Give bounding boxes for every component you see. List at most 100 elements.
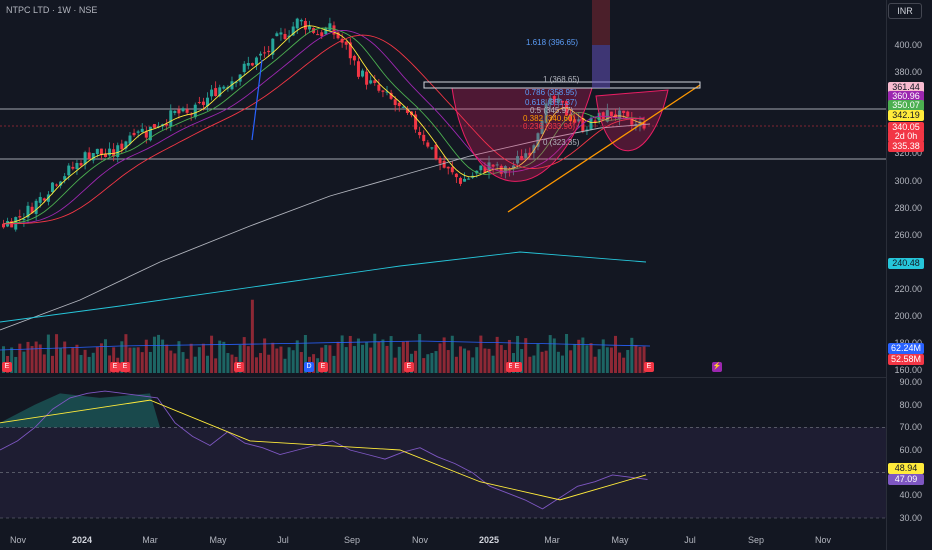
candle-body xyxy=(397,102,401,107)
volume-bar xyxy=(67,354,71,373)
candle-body xyxy=(271,38,275,55)
ma-yellow-line xyxy=(3,25,645,225)
volume-bar xyxy=(169,350,173,373)
price-tag: 350.07 xyxy=(888,100,924,111)
candle-body xyxy=(104,153,107,157)
candle-body xyxy=(291,26,295,36)
volume-bar xyxy=(210,335,214,373)
candle-body xyxy=(593,120,597,123)
volume-bar xyxy=(291,350,295,373)
volume-bar xyxy=(638,346,642,373)
volume-bar xyxy=(63,341,67,373)
volume-bar xyxy=(446,350,450,373)
candle-body xyxy=(2,223,5,228)
volume-bar xyxy=(75,344,79,373)
volume-bar xyxy=(42,354,46,373)
candle-body xyxy=(10,221,14,228)
volume-bar xyxy=(14,356,18,373)
rsi-axis-label: 60.00 xyxy=(899,445,922,455)
volume-bar xyxy=(614,335,617,373)
candle-body xyxy=(332,25,336,35)
candle-body xyxy=(605,110,609,122)
volume-bar xyxy=(148,351,152,373)
volume-bar xyxy=(230,354,234,373)
fib-label: 0.786 (358.95) xyxy=(525,88,578,97)
volume-bar xyxy=(128,347,132,373)
volume-bar xyxy=(26,341,30,373)
volume-bar xyxy=(605,347,609,373)
volume-bar xyxy=(458,346,462,373)
volume-bar xyxy=(585,345,589,373)
candle-body xyxy=(434,144,438,160)
volume-bar xyxy=(422,358,426,373)
volume-bar xyxy=(377,342,381,373)
candle-body xyxy=(181,108,185,112)
candle-body xyxy=(50,182,54,193)
time-axis-label: 2025 xyxy=(478,535,500,545)
candle-body xyxy=(442,160,446,168)
volume-bar xyxy=(104,339,107,373)
fib-label: 1.618 (396.65) xyxy=(526,38,579,47)
volume-bar xyxy=(565,333,569,373)
volume-bar xyxy=(303,334,307,373)
rsi-axis-label: 30.00 xyxy=(899,513,922,523)
price-axis-label: 280.00 xyxy=(894,202,922,213)
candle-body xyxy=(59,181,63,186)
volume-bar xyxy=(112,347,116,373)
candle-body xyxy=(320,32,324,37)
candle-body xyxy=(87,152,91,160)
volume-bar xyxy=(385,345,389,373)
candle-body xyxy=(95,148,99,154)
candle-body xyxy=(385,91,389,93)
candle-body xyxy=(303,20,307,30)
volume-bar xyxy=(569,350,573,373)
volume-bar xyxy=(185,358,189,373)
fib-label: 1 (368.65) xyxy=(543,75,580,84)
candle-body xyxy=(136,131,140,133)
volume-bar xyxy=(320,347,324,373)
candle-body xyxy=(234,81,238,84)
volume-bar xyxy=(165,344,169,373)
candle-body xyxy=(552,96,556,103)
rsi-tag: 48.94 xyxy=(888,463,924,474)
volume-bar xyxy=(214,358,218,373)
candle-body xyxy=(626,111,630,117)
candle-body xyxy=(189,114,193,116)
volume-bar xyxy=(193,356,197,373)
price-tag: 342.19 xyxy=(888,110,924,121)
candle-body xyxy=(165,123,169,126)
candle-body xyxy=(491,164,495,167)
price-axis-label: 160.00 xyxy=(894,365,922,376)
candle-body xyxy=(197,102,201,104)
volume-bar xyxy=(275,348,279,373)
ma-cyan-line xyxy=(0,251,647,323)
currency-button[interactable]: INR xyxy=(888,3,922,19)
rsi-axis-label: 80.00 xyxy=(899,399,922,410)
candle-body xyxy=(618,110,622,120)
candle-body xyxy=(405,109,409,113)
volume-bar xyxy=(332,355,336,373)
candle-body xyxy=(140,128,144,133)
volume-bar xyxy=(442,337,446,373)
symbol-title[interactable]: NTPC LTD · 1W · NSE xyxy=(6,5,98,15)
volume-bar xyxy=(283,358,287,373)
volume-bar xyxy=(161,339,165,373)
volume-bar xyxy=(242,337,246,373)
volume-bar xyxy=(340,335,344,373)
volume-bar xyxy=(197,347,201,373)
candle-body xyxy=(108,148,112,156)
price-tag: 340.05 xyxy=(888,122,924,133)
volume-bar xyxy=(22,351,26,373)
time-axis-label: 2024 xyxy=(71,535,93,545)
volume-bar xyxy=(544,350,548,373)
time-axis-label: Nov xyxy=(814,535,832,545)
volume-bar xyxy=(532,355,536,373)
candle-body xyxy=(210,89,214,97)
candle-body xyxy=(316,34,320,36)
volume-bar xyxy=(430,352,434,373)
event-marker: E xyxy=(318,362,328,372)
volume-bar xyxy=(524,338,528,373)
candle-body xyxy=(83,152,87,165)
volume-bar xyxy=(352,346,356,373)
